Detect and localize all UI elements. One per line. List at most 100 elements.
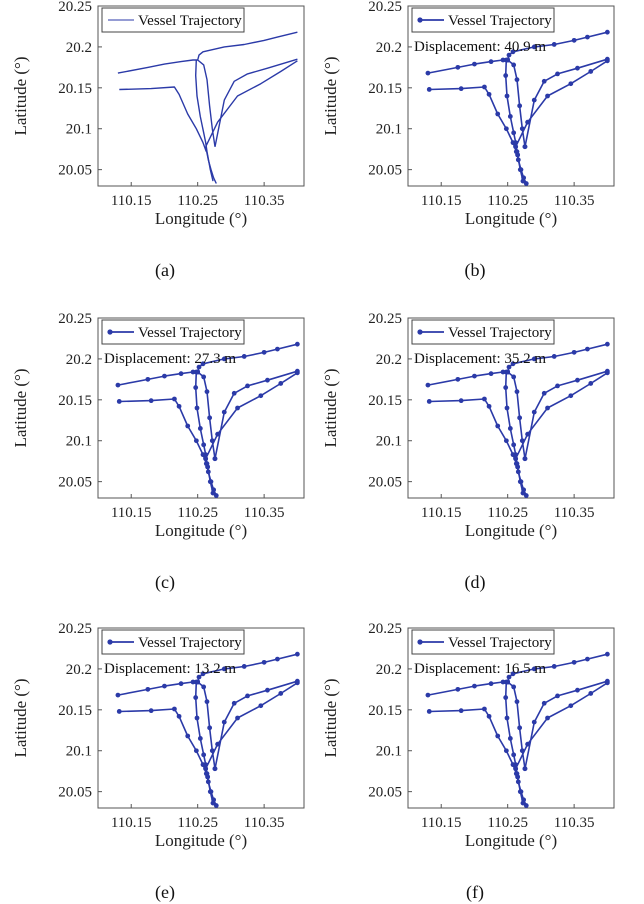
trajectory-point — [212, 766, 218, 772]
trajectory-segment — [204, 682, 298, 770]
trajectory-point — [531, 719, 537, 725]
trajectory-point — [207, 415, 213, 421]
trajectory-segment — [119, 708, 208, 774]
trajectory-point — [261, 659, 267, 665]
trajectory-point — [525, 431, 531, 437]
trajectory-point — [585, 656, 590, 662]
axes-box — [407, 627, 615, 809]
trajectory-point — [193, 438, 199, 444]
y-tick-label: 20.25 — [368, 0, 402, 15]
trajectory-point — [145, 686, 151, 692]
trajectory-point — [511, 130, 517, 136]
trajectory-segment — [427, 59, 508, 74]
trajectory-point — [568, 81, 574, 87]
trajectory-point — [604, 370, 610, 376]
trajectory-segment — [117, 681, 198, 696]
trajectory-point — [115, 382, 121, 388]
trajectory-point — [585, 346, 590, 352]
y-tick-label: 20.2 — [376, 662, 402, 678]
x-tick-label: 110.35 — [244, 505, 285, 521]
trajectory-point — [221, 666, 227, 672]
trajectory-point — [148, 708, 154, 714]
trajectory-point — [261, 349, 267, 355]
trajectory-point — [172, 706, 177, 712]
y-tick-label: 20.2 — [66, 662, 92, 678]
trajectory-point — [517, 479, 523, 485]
trajectory-segment — [214, 370, 298, 459]
trajectory-point — [531, 356, 537, 362]
trajectory-segment — [119, 86, 207, 152]
trajectory-point — [245, 383, 250, 389]
trajectory-point — [455, 376, 461, 382]
y-tick-label: 20.1 — [66, 122, 92, 138]
legend-marker — [107, 639, 113, 645]
trajectory-point — [555, 693, 560, 699]
legend-label: Vessel Trajectory — [448, 635, 552, 651]
trajectory-segment — [524, 680, 608, 769]
trajectory-point — [531, 666, 537, 672]
trajectory-point — [426, 87, 432, 92]
trajectory-point — [458, 86, 464, 92]
trajectory-point — [522, 766, 528, 772]
trajectory-point — [531, 44, 537, 50]
trajectory-segment — [205, 146, 217, 184]
subplot-b: 20.05 20.1 20.15 20.2 20.25 110.15 110.25 110.3… — [321, 0, 615, 281]
legend-box — [101, 7, 245, 33]
trajectory-segment — [429, 398, 518, 464]
y-tick-label: 20.05 — [58, 163, 92, 179]
trajectory-point — [212, 456, 218, 462]
legend-label: Vessel Trajectory — [448, 13, 552, 29]
subfigure-caption: (b) — [465, 260, 486, 281]
legend-marker — [417, 329, 423, 335]
trajectory-segment — [117, 371, 198, 386]
trajectory-point — [116, 709, 122, 714]
trajectory-point — [522, 456, 528, 462]
subfigure-caption: (e) — [155, 882, 175, 903]
trajectory-point — [145, 376, 151, 382]
trajectory-point — [278, 691, 284, 696]
x-tick-label: 110.25 — [487, 815, 528, 831]
trajectory-point — [571, 349, 577, 355]
trajectory-point — [500, 679, 506, 685]
legend-label: Vessel Trajectory — [138, 635, 242, 651]
trajectory-segment — [206, 154, 214, 182]
trajectory-point — [215, 741, 221, 747]
trajectory-point — [503, 438, 509, 444]
trajectory-point — [207, 789, 213, 795]
subfigure-caption: (c) — [155, 572, 175, 593]
trajectory-point — [193, 695, 199, 700]
x-tick-label: 110.15 — [421, 505, 462, 521]
trajectory-point — [517, 789, 523, 795]
trajectory-point — [116, 399, 122, 404]
trajectory-point — [201, 442, 207, 448]
trajectory-point — [197, 736, 203, 741]
trajectory-point — [455, 686, 461, 692]
y-axis-label: Latitude (°) — [321, 678, 340, 757]
trajectory-point — [504, 405, 510, 411]
x-tick-label: 110.25 — [487, 193, 528, 209]
trajectory-point — [495, 111, 501, 117]
trajectory-point — [511, 374, 517, 380]
legend-label: Vessel Trajectory — [138, 325, 242, 341]
x-axis-label: Longitude (°) — [155, 521, 247, 540]
subplot-a: 20.05 20.1 20.15 20.2 20.25 110.15 110.25 110.3… — [11, 0, 305, 281]
trajectory-point — [511, 752, 517, 758]
trajectory-point — [275, 656, 280, 662]
trajectory-segment — [214, 680, 298, 769]
trajectory-point — [162, 683, 167, 689]
legend-label: Vessel Trajectory — [448, 325, 552, 341]
trajectory-point — [507, 426, 513, 431]
trajectory-point — [193, 748, 199, 754]
subplot-f: 20.05 20.1 20.15 20.2 20.25 110.15 110.25 110.3… — [321, 621, 615, 903]
trajectory-point — [190, 679, 196, 685]
trajectory-point — [185, 733, 191, 739]
trajectory-point — [472, 61, 477, 67]
trajectory-point — [515, 152, 521, 158]
trajectory-point — [210, 490, 216, 496]
y-tick-label: 20.2 — [66, 352, 92, 368]
y-tick-label: 20.15 — [368, 393, 402, 409]
trajectory-point — [505, 369, 511, 375]
legend: Vessel Trajectory — [101, 319, 245, 345]
trajectory-point — [193, 385, 199, 390]
y-tick-label: 20.25 — [58, 311, 92, 327]
